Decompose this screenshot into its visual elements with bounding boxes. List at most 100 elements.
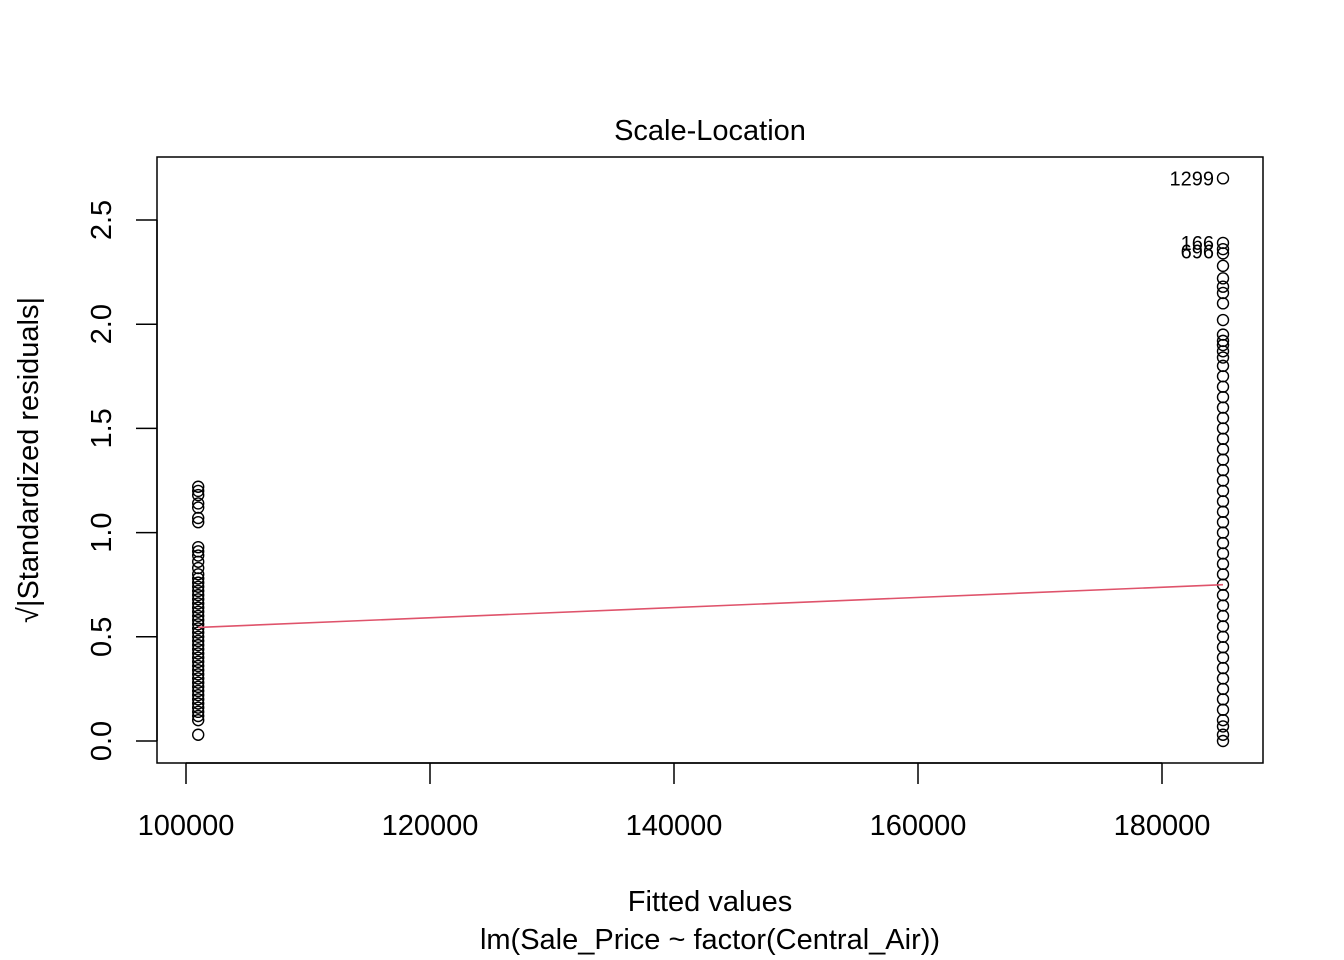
outlier-label: 696 xyxy=(1181,241,1214,263)
y-tick-label: 2.0 xyxy=(86,304,118,344)
data-point xyxy=(1216,172,1230,185)
data-point xyxy=(191,613,205,627)
data-point xyxy=(191,572,205,585)
data-point xyxy=(1216,630,1230,643)
data-point xyxy=(1216,453,1230,466)
data-point xyxy=(191,705,205,719)
data-point xyxy=(191,555,205,568)
data-point xyxy=(191,597,205,610)
y-tick-label: 0.0 xyxy=(86,721,118,761)
data-point xyxy=(1216,547,1230,560)
data-point xyxy=(1216,401,1230,414)
data-point xyxy=(191,618,205,631)
data-point xyxy=(191,672,205,685)
y-axis-title: √|Standardized residuals| xyxy=(13,297,45,623)
data-point xyxy=(1216,422,1230,435)
data-point xyxy=(191,728,205,741)
data-point xyxy=(1216,328,1230,341)
data-point xyxy=(1216,734,1230,748)
data-point xyxy=(1216,359,1230,373)
data-point xyxy=(191,484,205,498)
data-point xyxy=(1216,484,1230,498)
data-point xyxy=(1216,672,1230,685)
data-point xyxy=(191,605,205,618)
data-point xyxy=(1216,505,1230,518)
data-point xyxy=(1216,515,1230,529)
data-point xyxy=(1216,380,1230,393)
data-point xyxy=(1216,728,1230,741)
data-point xyxy=(1216,526,1230,539)
data-point xyxy=(1216,474,1230,487)
data-point xyxy=(191,561,205,575)
data-point xyxy=(191,488,205,502)
data-point xyxy=(1216,609,1230,623)
data-point xyxy=(1216,568,1230,581)
y-axis: 0.0 0.5 1.0 1.5 2.0 2.5 xyxy=(86,200,158,761)
data-point xyxy=(191,651,205,664)
data-point xyxy=(1216,641,1230,654)
data-point xyxy=(1216,345,1230,358)
smoother xyxy=(198,583,1224,629)
data-point xyxy=(1216,286,1230,300)
data-point xyxy=(191,643,205,656)
data-point xyxy=(191,622,205,635)
data-point xyxy=(191,601,205,614)
data-point xyxy=(191,630,205,643)
data-point xyxy=(1216,297,1230,310)
data-point xyxy=(1216,651,1230,664)
data-point xyxy=(191,688,205,702)
data-point xyxy=(1216,720,1230,733)
data-point xyxy=(191,511,205,525)
x-tick-label: 160000 xyxy=(870,810,967,842)
data-point xyxy=(1216,693,1230,706)
data-point xyxy=(191,659,205,673)
data-point xyxy=(191,684,205,698)
data-point xyxy=(1216,536,1230,550)
data-point xyxy=(191,584,205,598)
x-axis-title: Fitted values xyxy=(628,886,792,918)
data-point xyxy=(191,593,205,606)
data-point xyxy=(1216,557,1230,571)
y-tick-label: 1.0 xyxy=(86,512,118,552)
data-point xyxy=(1216,390,1230,404)
data-point xyxy=(191,663,205,677)
chart-title: Scale-Location xyxy=(614,115,806,147)
outlier-label: 1299 xyxy=(1170,168,1215,190)
data-point xyxy=(1216,242,1230,256)
x-axis: 100000 120000 140000 160000 180000 xyxy=(138,762,1210,842)
data-point xyxy=(1216,411,1230,425)
data-point xyxy=(1216,259,1230,273)
data-point xyxy=(191,647,205,660)
data-point xyxy=(1216,463,1230,477)
data-point xyxy=(1216,272,1230,285)
data-point xyxy=(1216,236,1230,250)
data-point xyxy=(191,701,205,714)
data-point xyxy=(191,676,205,689)
data-point xyxy=(191,638,205,652)
data-point xyxy=(1216,280,1230,293)
data-point xyxy=(191,634,205,648)
data-point xyxy=(1216,247,1230,260)
data-point xyxy=(191,540,205,554)
data-point xyxy=(1216,313,1230,327)
data-point xyxy=(1216,713,1230,727)
data-point xyxy=(191,713,205,727)
data-point xyxy=(1216,338,1230,352)
data-point xyxy=(191,497,205,510)
x-tick-label: 140000 xyxy=(626,810,723,842)
data-point xyxy=(191,588,205,602)
data-point xyxy=(191,680,205,694)
y-tick-label: 0.5 xyxy=(86,617,118,657)
x-axis-subtitle: lm(Sale_Price ~ factor(Central_Air)) xyxy=(480,924,940,956)
data-point xyxy=(1216,682,1230,696)
smoother-line xyxy=(198,583,1224,629)
data-point xyxy=(1216,443,1230,456)
x-tick-label: 120000 xyxy=(382,810,479,842)
y-tick-label: 2.5 xyxy=(86,200,118,240)
data-point xyxy=(191,668,205,681)
data-point xyxy=(191,709,205,723)
x-tick-label: 100000 xyxy=(138,810,235,842)
data-point xyxy=(191,549,205,562)
data-points xyxy=(191,172,1230,748)
